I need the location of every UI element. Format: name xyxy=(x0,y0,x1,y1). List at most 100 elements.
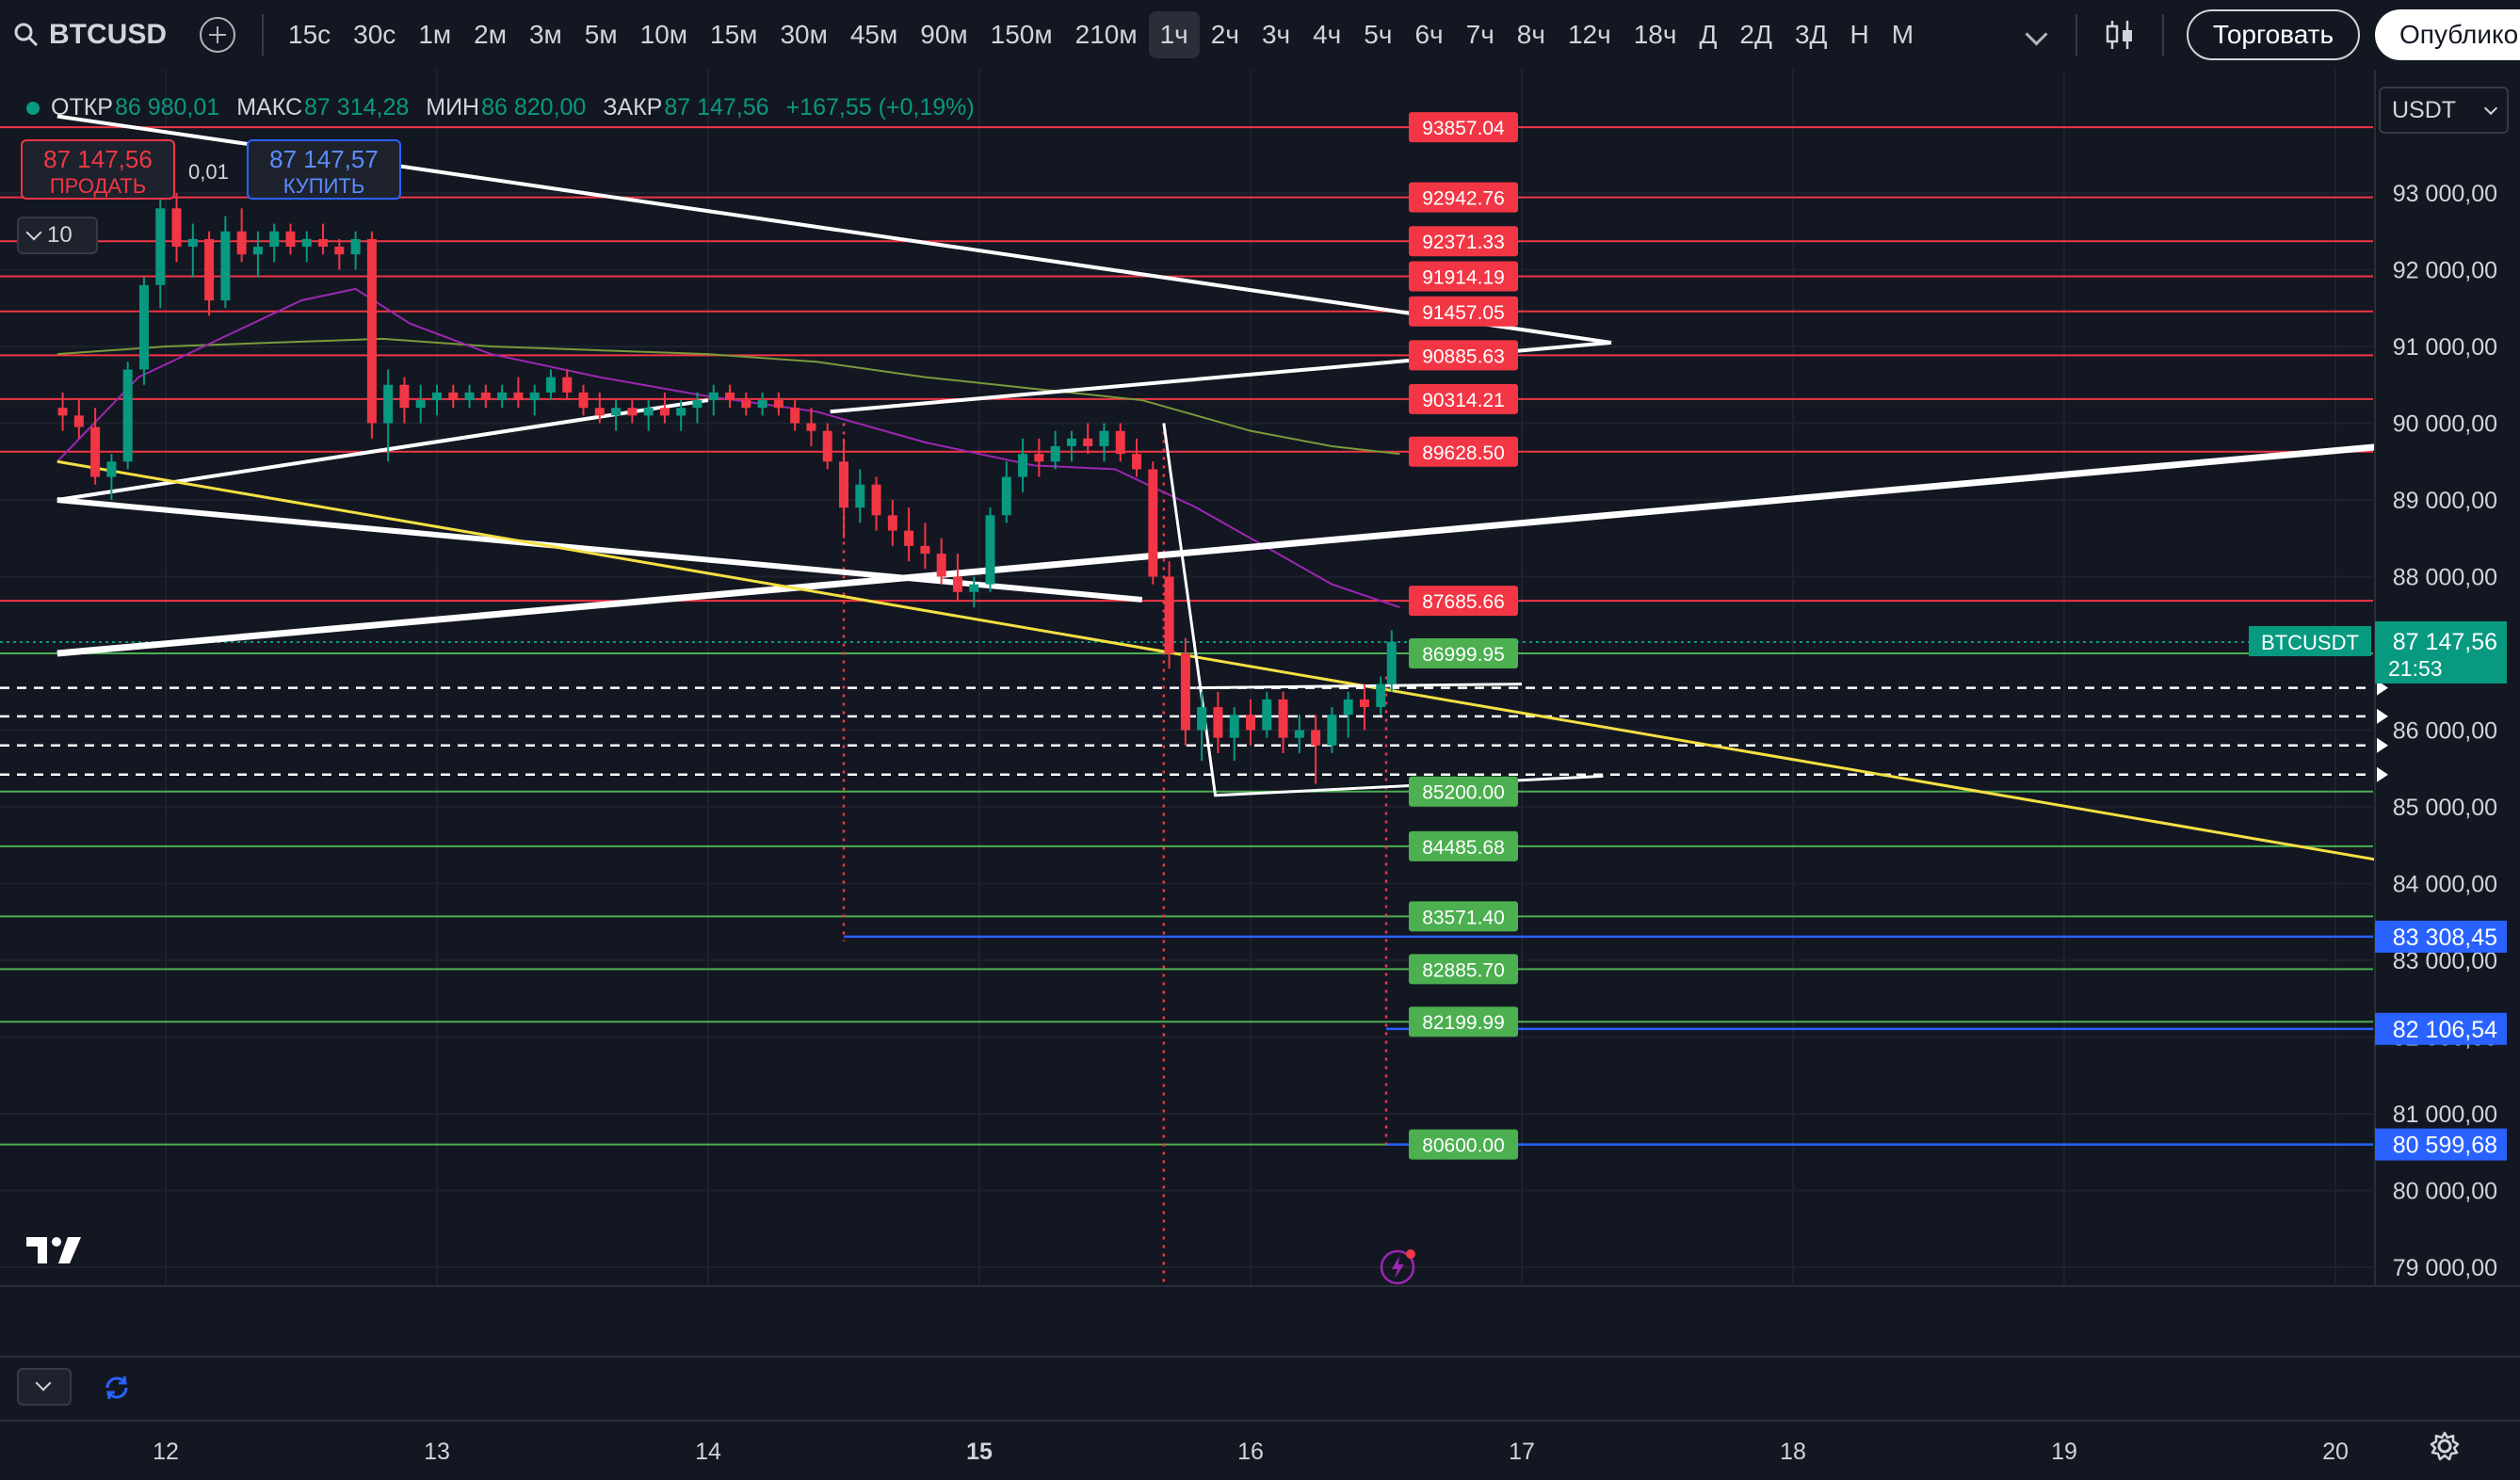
candle-body-21[interactable] xyxy=(399,384,410,409)
support-badge-2[interactable]: 84485.68 xyxy=(1409,830,1518,861)
candle-body-70[interactable] xyxy=(1197,707,1207,731)
candle-body-37[interactable] xyxy=(659,408,670,416)
interval-2[interactable]: 1м xyxy=(418,20,452,49)
candle-body-32[interactable] xyxy=(578,392,589,409)
candle-body-76[interactable] xyxy=(1294,730,1304,738)
candle-body-23[interactable] xyxy=(432,392,442,401)
interval-18[interactable]: 6ч xyxy=(1414,20,1444,49)
settings-gear-icon[interactable] xyxy=(2428,1429,2462,1463)
resistance-badge-4[interactable]: 91457.05 xyxy=(1409,296,1518,327)
candle-body-10[interactable] xyxy=(220,231,231,301)
candle-style-icon[interactable] xyxy=(2102,17,2138,53)
candle-body-52[interactable] xyxy=(904,530,914,546)
trade-button[interactable]: Торговать xyxy=(2187,9,2360,60)
resistance-badge-2[interactable]: 92371.33 xyxy=(1409,226,1518,257)
candle-body-75[interactable] xyxy=(1278,699,1288,738)
candle-body-27[interactable] xyxy=(497,392,508,401)
flash-alert-icon[interactable] xyxy=(1379,1247,1420,1288)
candle-body-49[interactable] xyxy=(855,484,865,508)
yellow-trendline[interactable] xyxy=(57,459,2472,877)
candle-body-33[interactable] xyxy=(594,408,605,416)
candle-body-17[interactable] xyxy=(334,247,345,255)
candle-body-13[interactable] xyxy=(269,231,280,248)
blue-price-label[interactable]: 83 308,45 xyxy=(2393,925,2497,951)
candle-body-53[interactable] xyxy=(920,545,930,555)
last-price-label[interactable]: 87 147,56 xyxy=(2393,629,2497,655)
candle-body-25[interactable] xyxy=(464,392,475,401)
interval-19[interactable]: 7ч xyxy=(1465,20,1494,49)
interval-1[interactable]: 30с xyxy=(353,20,396,49)
candle-body-16[interactable] xyxy=(318,238,329,248)
candle-body-8[interactable] xyxy=(187,238,198,248)
candle-body-41[interactable] xyxy=(725,392,735,401)
interval-8[interactable]: 30м xyxy=(780,20,828,49)
publish-button[interactable]: Опублико xyxy=(2375,9,2520,60)
resistance-badge-5[interactable]: 90885.63 xyxy=(1409,340,1518,371)
interval-10[interactable]: 90м xyxy=(920,20,968,49)
candle-body-38[interactable] xyxy=(676,408,687,416)
candle-body-36[interactable] xyxy=(643,408,654,416)
resistance-badge-1[interactable]: 92942.76 xyxy=(1409,182,1518,213)
interval-15[interactable]: 3ч xyxy=(1261,20,1291,49)
resistance-badge-6[interactable]: 90314.21 xyxy=(1409,383,1518,414)
candle-body-55[interactable] xyxy=(952,576,962,592)
candle-body-82[interactable] xyxy=(1386,641,1397,684)
sell-button[interactable]: 87 147,56 ПРОДАТЬ xyxy=(21,139,175,200)
candle-body-69[interactable] xyxy=(1180,653,1190,731)
candle-body-9[interactable] xyxy=(204,238,215,301)
interval-5[interactable]: 5м xyxy=(584,20,618,49)
time-axis[interactable]: 12 13 14 15 16 17 18 19 20 xyxy=(0,1420,2520,1480)
candle-body-35[interactable] xyxy=(627,408,638,416)
interval-4[interactable]: 3м xyxy=(528,20,562,49)
interval-26[interactable]: Н xyxy=(1850,20,1869,49)
interval-17[interactable]: 5ч xyxy=(1364,20,1393,49)
interval-0[interactable]: 15с xyxy=(288,20,331,49)
consolidation-box-top[interactable] xyxy=(1196,683,1523,690)
candle-body-65[interactable] xyxy=(1115,430,1125,455)
support-badge-1[interactable]: 85200.00 xyxy=(1409,776,1518,807)
blue-price-label[interactable]: 80 599,68 xyxy=(2393,1133,2497,1159)
candle-body-2[interactable] xyxy=(90,426,101,477)
price-chart[interactable]: 93857.04 92942.76 92371.33 91914.19 91457.05… xyxy=(0,70,2520,1356)
candle-body-47[interactable] xyxy=(822,430,832,462)
white-trendline-4[interactable] xyxy=(57,435,2472,657)
interval-23[interactable]: Д xyxy=(1699,20,1718,49)
interval-6[interactable]: 10м xyxy=(639,20,688,49)
resistance-badge-7[interactable]: 89628.50 xyxy=(1409,436,1518,467)
replay-sync-icon[interactable] xyxy=(100,1371,134,1405)
moving-average-purple[interactable] xyxy=(57,287,1400,609)
candle-body-80[interactable] xyxy=(1359,699,1369,708)
candle-body-12[interactable] xyxy=(252,247,263,255)
candle-body-6[interactable] xyxy=(155,208,166,285)
interval-7[interactable]: 15м xyxy=(710,20,758,49)
candle-body-60[interactable] xyxy=(1034,454,1044,462)
candle-body-50[interactable] xyxy=(871,484,881,516)
interval-20[interactable]: 8ч xyxy=(1516,20,1545,49)
candle-body-81[interactable] xyxy=(1376,684,1386,708)
candle-body-0[interactable] xyxy=(57,408,68,416)
interval-14[interactable]: 2ч xyxy=(1210,20,1239,49)
candle-body-77[interactable] xyxy=(1311,730,1321,746)
resistance-badge-3[interactable]: 91914.19 xyxy=(1409,261,1518,292)
candle-body-1[interactable] xyxy=(73,415,84,427)
interval-9[interactable]: 45м xyxy=(849,20,898,49)
interval-24[interactable]: 2Д xyxy=(1739,20,1772,49)
blue-price-label[interactable]: 82 106,54 xyxy=(2393,1017,2497,1043)
candle-body-73[interactable] xyxy=(1246,715,1255,731)
candle-body-54[interactable] xyxy=(936,554,946,577)
currency-select[interactable]: USDT xyxy=(2379,87,2509,134)
candle-body-39[interactable] xyxy=(692,400,703,409)
candle-body-29[interactable] xyxy=(529,392,540,401)
candle-body-67[interactable] xyxy=(1148,469,1158,577)
candle-body-61[interactable] xyxy=(1050,445,1060,462)
candle-body-78[interactable] xyxy=(1327,715,1337,746)
candle-body-62[interactable] xyxy=(1066,438,1076,446)
resistance-badge-8[interactable]: 87685.66 xyxy=(1409,586,1518,617)
candle-body-42[interactable] xyxy=(741,400,751,409)
candle-body-63[interactable] xyxy=(1083,438,1093,446)
toggle-legend-icon[interactable] xyxy=(23,98,43,119)
moving-average-olive[interactable] xyxy=(57,337,1400,456)
candle-body-34[interactable] xyxy=(611,408,622,416)
interval-27[interactable]: М xyxy=(1891,20,1914,49)
candle-body-46[interactable] xyxy=(806,423,816,431)
